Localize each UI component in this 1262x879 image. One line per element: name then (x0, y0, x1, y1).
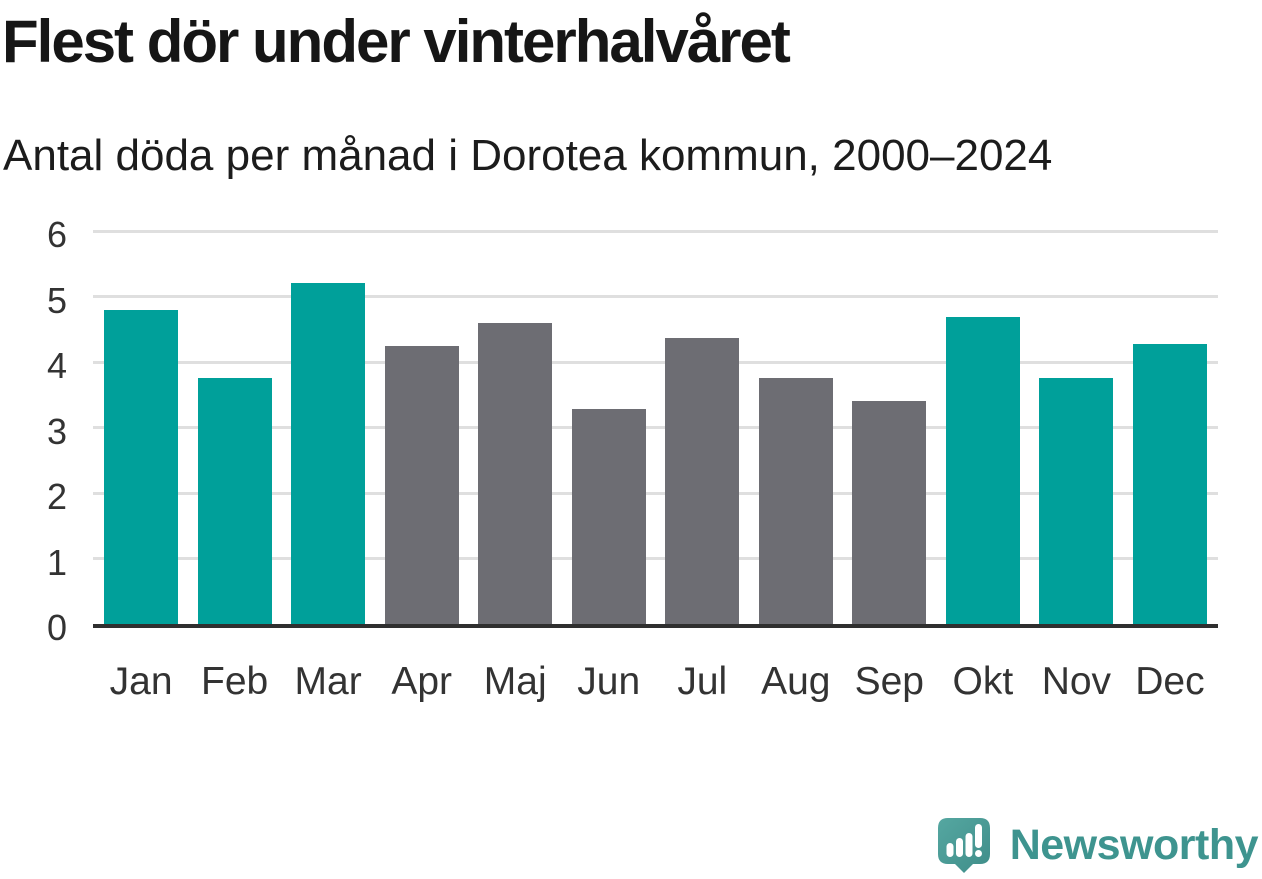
y-tick-label-3: 3 (46, 410, 67, 452)
y-tick-label-4: 4 (46, 345, 67, 386)
gridline-1 (93, 557, 1218, 560)
chart-subtitle: Antal döda per månad i Dorotea kommun, 2… (3, 131, 1053, 180)
x-tick-label-aug: Aug (761, 660, 831, 703)
x-tick-label-nov: Nov (1041, 660, 1112, 703)
newsworthy-logo-icon (937, 818, 990, 873)
y-tick-label-0: 0 (46, 607, 67, 648)
gridline-4 (93, 360, 1218, 364)
x-tick-label-apr: Apr (391, 660, 453, 703)
bar-jul (665, 338, 740, 624)
gridline-6 (93, 229, 1218, 233)
gridline-5 (93, 295, 1218, 298)
brand-name: Newsworthy (1009, 820, 1259, 869)
logo-mini-bar-1 (946, 843, 954, 857)
x-axis-labels: Jan Feb Mar Apr Maj Jun Jul Aug Sep Okt Nov Dec (93, 659, 1218, 705)
y-axis-labels: 0 1 2 3 4 5 6 (0, 214, 67, 648)
y-tick-label-5: 5 (46, 279, 67, 321)
logo-exclamation-dot (974, 850, 982, 857)
logo-mini-bar-3 (965, 833, 973, 857)
bar-chart: 0 1 2 3 4 5 6 Jan Feb Mar Apr Maj Jun Jul Aug Sep Okt No… (0, 214, 1262, 705)
bar-feb (197, 377, 272, 624)
y-tick-label-6: 6 (46, 214, 67, 255)
x-tick-label-sep: Sep (854, 660, 925, 703)
bar-jun (571, 409, 646, 624)
x-tick-label-feb: Feb (201, 660, 269, 703)
x-tick-label-jun: Jun (577, 660, 641, 703)
gridline-2 (93, 491, 1218, 495)
newsworthy-logo: Newsworthy (935, 816, 1259, 874)
bar-jan (104, 309, 179, 624)
plot-area (93, 229, 1218, 628)
bar-apr (384, 346, 459, 624)
x-tick-label-dec: Dec (1135, 660, 1205, 703)
bars-container (93, 235, 1218, 624)
y-tick-label-1: 1 (46, 541, 67, 583)
logo-mini-bar-2 (955, 838, 963, 857)
bar-maj (478, 322, 553, 624)
y-tick-label-2: 2 (46, 476, 67, 517)
logo-exclamation-stem (974, 824, 982, 848)
bar-dec (1132, 343, 1207, 624)
bar-aug (758, 377, 833, 624)
x-tick-label-maj: Maj (483, 660, 547, 703)
gridline-3 (93, 426, 1218, 429)
bar-sep (852, 401, 927, 624)
bar-okt (945, 317, 1020, 624)
x-tick-label-okt: Okt (952, 660, 1014, 703)
chart-title: Flest dör under vinterhalvåret (2, 8, 791, 75)
bar-nov (1039, 377, 1114, 624)
x-tick-label-mar: Mar (294, 660, 362, 703)
bar-mar (291, 283, 366, 624)
x-tick-label-jan: Jan (109, 660, 173, 703)
x-tick-label-jul: Jul (677, 660, 728, 703)
